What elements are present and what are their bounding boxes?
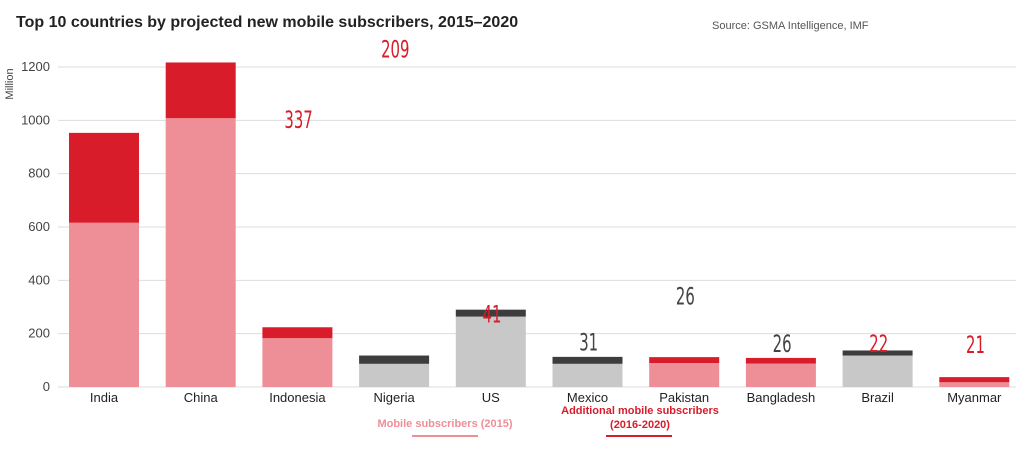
bar-additional-indonesia — [262, 327, 333, 339]
data-labels: 3372094131262622211917 — [284, 35, 985, 359]
data-label-mexico: 26 — [773, 329, 792, 358]
y-tick-label: 0 — [43, 379, 50, 394]
bar-additional-china — [165, 62, 236, 119]
y-tick-label: 1000 — [21, 112, 50, 127]
y-tick-label: 400 — [28, 272, 50, 287]
category-label: Brazil — [861, 390, 894, 405]
bar-base-pakistan — [649, 363, 720, 387]
bar-base-us — [455, 316, 526, 387]
data-label-indonesia: 41 — [482, 299, 501, 328]
category-label: China — [184, 390, 219, 405]
chart-title: Top 10 countries by projected new mobile… — [16, 14, 519, 31]
legend-additional-period: (2016-2020) — [610, 419, 670, 431]
bar-base-nigeria — [359, 363, 430, 387]
bar-base-bangladesh — [745, 363, 816, 387]
bar-additional-nigeria — [359, 355, 430, 364]
category-label: Mexico — [567, 390, 608, 405]
data-label-india: 337 — [284, 105, 312, 134]
bar-additional-bangladesh — [745, 357, 816, 364]
bar-additional-pakistan — [649, 357, 720, 363]
data-label-china: 209 — [381, 35, 409, 64]
y-tick-label: 600 — [28, 219, 50, 234]
data-label-us: 26 — [676, 282, 695, 311]
category-label: Nigeria — [374, 390, 416, 405]
bar-base-mexico — [552, 363, 623, 387]
legend-additional-label: Additional mobile subscribers — [561, 405, 719, 417]
category-labels: India China Indonesia Nigeria US Mexico Pakist… — [90, 390, 1002, 405]
bar-base-indonesia — [262, 338, 333, 387]
bar-additional-myanmar — [939, 377, 1010, 383]
bar-base-myanmar — [939, 381, 1010, 387]
category-label: Pakistan — [659, 390, 709, 405]
y-tick-label: 800 — [28, 166, 50, 181]
category-label: Indonesia — [269, 390, 326, 405]
bar-base-india — [69, 222, 139, 387]
data-label-nigeria: 31 — [579, 328, 598, 357]
category-label: India — [90, 390, 119, 405]
bar-additional-mexico — [552, 356, 623, 364]
bar-base-china — [165, 118, 236, 387]
y-axis-label: Million — [4, 68, 16, 99]
category-label: US — [482, 390, 500, 405]
source-note: Source: GSMA Intelligence, IMF — [712, 20, 869, 32]
category-label: Myanmar — [947, 390, 1002, 405]
category-label: Bangladesh — [747, 390, 816, 405]
data-label-bangladesh: 21 — [966, 330, 985, 359]
y-tick-label: 1200 — [21, 59, 50, 74]
data-label-pakistan: 22 — [869, 329, 888, 358]
bars — [69, 62, 1010, 387]
bar-base-brazil — [842, 355, 913, 387]
y-tick-labels: 0 200 400 600 800 1000 1200 — [21, 59, 50, 394]
bar-additional-brazil — [842, 350, 913, 356]
bar-additional-india — [69, 132, 139, 223]
y-tick-label: 200 — [28, 326, 50, 341]
legend-base-label: Mobile subscribers (2015) — [377, 418, 513, 430]
bar-additional-us — [455, 309, 526, 317]
